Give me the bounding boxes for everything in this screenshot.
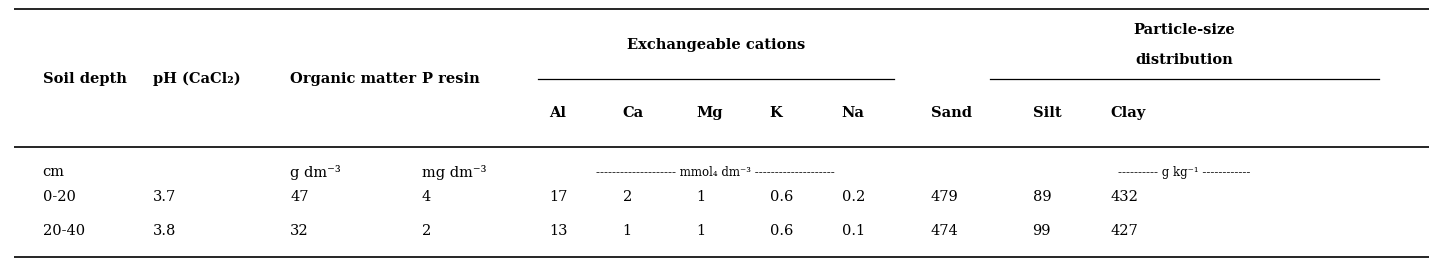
Text: Organic matter: Organic matter bbox=[290, 72, 417, 86]
Text: 99: 99 bbox=[1033, 224, 1051, 238]
Text: Soil depth: Soil depth bbox=[43, 72, 127, 86]
Text: 432: 432 bbox=[1111, 190, 1139, 204]
Text: 474: 474 bbox=[931, 224, 958, 238]
Text: 4: 4 bbox=[421, 190, 431, 204]
Text: 3.8: 3.8 bbox=[153, 224, 176, 238]
Text: 32: 32 bbox=[290, 224, 309, 238]
Text: Ca: Ca bbox=[622, 106, 644, 120]
Text: 0.6: 0.6 bbox=[769, 224, 794, 238]
Text: 47: 47 bbox=[290, 190, 309, 204]
Text: mg dm⁻³: mg dm⁻³ bbox=[421, 164, 486, 180]
Text: ---------- g kg⁻¹ ------------: ---------- g kg⁻¹ ------------ bbox=[1118, 166, 1251, 178]
Text: g dm⁻³: g dm⁻³ bbox=[290, 164, 341, 180]
Text: distribution: distribution bbox=[1136, 53, 1234, 67]
Text: 479: 479 bbox=[931, 190, 958, 204]
Text: 1: 1 bbox=[622, 224, 632, 238]
Text: K: K bbox=[769, 106, 782, 120]
Text: 0.6: 0.6 bbox=[769, 190, 794, 204]
Text: 20-40: 20-40 bbox=[43, 224, 85, 238]
Text: 2: 2 bbox=[421, 224, 431, 238]
Text: Al: Al bbox=[548, 106, 566, 120]
Text: 0-20: 0-20 bbox=[43, 190, 75, 204]
Text: 2: 2 bbox=[622, 190, 632, 204]
Text: Sand: Sand bbox=[931, 106, 971, 120]
Text: 0.1: 0.1 bbox=[841, 224, 864, 238]
Text: Clay: Clay bbox=[1111, 106, 1146, 120]
Text: 13: 13 bbox=[548, 224, 567, 238]
Text: 1: 1 bbox=[696, 224, 706, 238]
Text: 89: 89 bbox=[1033, 190, 1052, 204]
Text: 1: 1 bbox=[696, 190, 706, 204]
Text: 427: 427 bbox=[1111, 224, 1139, 238]
Text: -------------------- mmol₄ dm⁻³ --------------------: -------------------- mmol₄ dm⁻³ --------… bbox=[596, 166, 835, 178]
Text: Exchangeable cations: Exchangeable cations bbox=[626, 38, 805, 52]
Text: pH (CaCl₂): pH (CaCl₂) bbox=[153, 72, 241, 86]
Text: Silt: Silt bbox=[1033, 106, 1061, 120]
Text: cm: cm bbox=[43, 165, 65, 179]
Text: P resin: P resin bbox=[421, 72, 479, 86]
Text: 0.2: 0.2 bbox=[841, 190, 864, 204]
Text: Mg: Mg bbox=[696, 106, 723, 120]
Text: Na: Na bbox=[841, 106, 864, 120]
Text: Particle-size: Particle-size bbox=[1134, 23, 1235, 37]
Text: 17: 17 bbox=[548, 190, 567, 204]
Text: 3.7: 3.7 bbox=[153, 190, 176, 204]
